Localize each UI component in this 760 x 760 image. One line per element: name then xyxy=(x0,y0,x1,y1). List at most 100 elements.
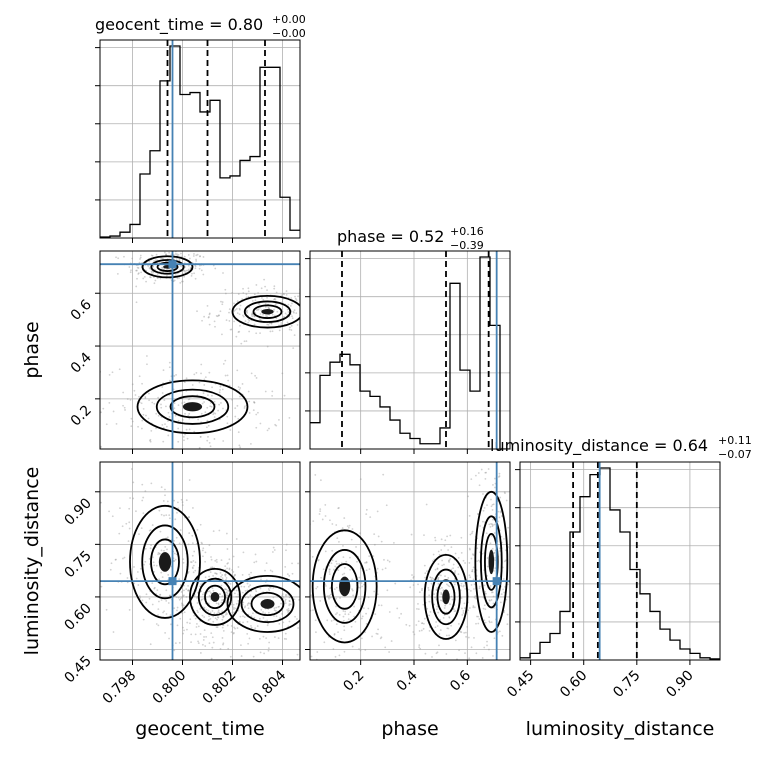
hist-panel-phase xyxy=(305,250,511,454)
sample-point xyxy=(110,562,113,565)
sample-point xyxy=(482,493,484,495)
contour-mode-0-level-0 xyxy=(141,255,194,279)
sample-point xyxy=(267,611,270,614)
sample-point xyxy=(129,497,131,499)
sample-point xyxy=(228,320,231,322)
sample-point xyxy=(257,292,259,294)
sample-point xyxy=(176,609,178,612)
sample-point xyxy=(434,596,436,599)
sample-point xyxy=(484,608,487,611)
sample-point xyxy=(174,558,177,561)
sample-point xyxy=(476,560,478,563)
sample-point xyxy=(160,403,162,406)
sample-point xyxy=(386,589,389,592)
sample-point xyxy=(212,615,215,618)
sample-point xyxy=(487,602,490,605)
sample-point xyxy=(214,267,217,270)
sample-point xyxy=(268,427,270,430)
sample-point xyxy=(159,553,161,555)
sample-point xyxy=(119,507,121,510)
sample-point xyxy=(184,271,187,274)
sample-point xyxy=(259,587,262,590)
sample-point xyxy=(342,544,344,547)
sample-point xyxy=(471,687,473,689)
sample-point xyxy=(211,394,213,397)
sample-point xyxy=(174,414,177,417)
sample-point xyxy=(224,573,226,576)
sample-point xyxy=(264,390,267,393)
sample-point xyxy=(191,542,194,545)
sample-point xyxy=(499,511,502,514)
sample-point xyxy=(437,577,439,580)
sample-point xyxy=(460,631,463,634)
sample-point xyxy=(182,626,184,629)
sample-point xyxy=(271,570,274,573)
sample-point xyxy=(168,361,171,364)
sample-point xyxy=(220,575,222,578)
sample-point xyxy=(187,543,190,546)
sample-point xyxy=(193,430,196,433)
sample-point xyxy=(328,597,330,600)
sample-point xyxy=(340,637,343,640)
sample-point xyxy=(317,622,319,624)
sample-point xyxy=(496,684,498,686)
sample-point xyxy=(412,631,415,633)
sample-point xyxy=(217,611,220,613)
sample-point xyxy=(339,597,341,599)
sample-point xyxy=(265,637,268,639)
sample-point xyxy=(242,551,245,554)
sample-point xyxy=(294,295,296,298)
sample-point xyxy=(166,548,168,551)
sample-point xyxy=(490,621,493,624)
xtick-label-geocent-time-1: 0.800 xyxy=(150,668,190,708)
sample-point xyxy=(239,446,242,449)
sample-point xyxy=(249,584,252,587)
title-geocent-time-plus: +0.00 xyxy=(272,13,306,26)
sample-point xyxy=(312,637,314,639)
sample-point xyxy=(185,428,188,431)
sample-point xyxy=(273,609,276,612)
sample-point xyxy=(183,611,186,614)
sample-point xyxy=(246,620,249,623)
sample-point xyxy=(139,258,141,260)
sample-point xyxy=(221,574,224,576)
sample-point xyxy=(336,612,338,614)
sample-point xyxy=(233,606,235,609)
sample-point xyxy=(310,594,313,597)
sample-point xyxy=(157,551,160,554)
sample-point xyxy=(491,523,493,526)
sample-point xyxy=(306,552,308,554)
sample-point xyxy=(215,314,218,317)
sample-point xyxy=(442,616,445,619)
sample-point xyxy=(360,582,363,584)
sample-point xyxy=(343,650,346,653)
sample-point xyxy=(209,571,212,573)
sample-point xyxy=(315,299,317,301)
sample-point xyxy=(86,262,88,264)
sample-point xyxy=(449,603,451,606)
sample-point xyxy=(133,566,135,568)
sample-point xyxy=(158,578,160,581)
sample-point xyxy=(153,260,155,262)
sample-point xyxy=(429,611,432,613)
sample-point xyxy=(275,424,278,427)
sample-point xyxy=(247,318,250,321)
sample-point xyxy=(278,418,280,421)
sample-point xyxy=(464,652,466,654)
sample-point xyxy=(115,256,117,259)
sample-point xyxy=(291,572,294,575)
sample-point xyxy=(95,604,97,606)
sample-point xyxy=(482,438,484,440)
sample-point xyxy=(164,632,167,634)
sample-point xyxy=(253,315,256,318)
sample-point xyxy=(329,596,332,599)
axis-frame xyxy=(309,250,511,450)
sample-point xyxy=(435,665,437,667)
sample-point xyxy=(365,612,367,615)
sample-point xyxy=(360,567,362,570)
sample-point xyxy=(477,622,480,625)
sample-point xyxy=(349,556,351,559)
sample-point xyxy=(140,427,143,430)
sample-point xyxy=(296,599,298,601)
sample-point xyxy=(400,612,403,615)
